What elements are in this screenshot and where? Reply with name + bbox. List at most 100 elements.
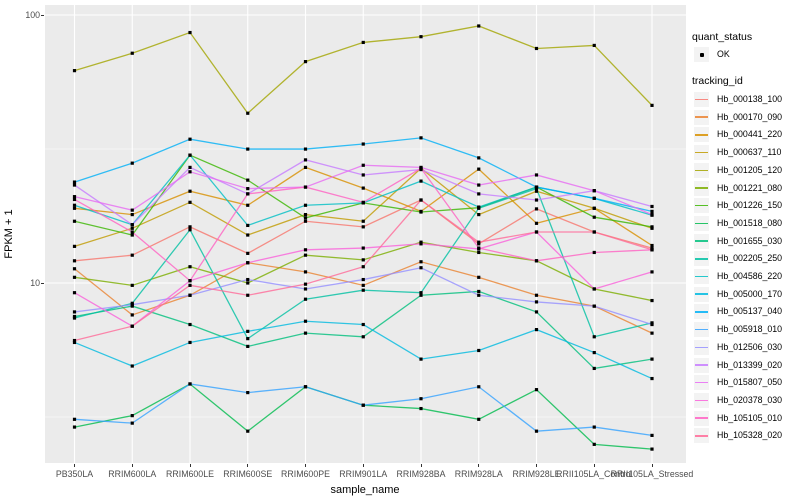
data-point — [419, 210, 423, 214]
legend-line-swatch — [695, 98, 708, 101]
data-point — [477, 192, 481, 196]
legend-key-Hb_005137_040 — [694, 304, 709, 320]
legend-key-Hb_000138_100 — [694, 92, 709, 107]
data-point — [188, 189, 192, 193]
x-tick-label: RRIM901LA — [339, 469, 388, 479]
x-tick-label: RRII105LA_Stressed — [610, 469, 694, 479]
data-point — [592, 43, 596, 48]
data-point — [534, 259, 539, 263]
y-tick-label: 100 — [25, 10, 40, 20]
legend-key-Hb_105105_010 — [694, 410, 709, 426]
data-point — [72, 267, 77, 271]
data-point — [592, 442, 596, 446]
legend-label-Hb_015807_050: Hb_015807_050 — [717, 377, 783, 388]
x-tick-label: RRIM600SE — [223, 469, 273, 479]
x-tick-mark — [247, 463, 249, 467]
legend-key-Hb_001655_030 — [694, 233, 709, 249]
legend-line-swatch — [695, 381, 708, 384]
legend-label-Hb_000170_090: Hb_000170_090 — [717, 111, 783, 122]
data-point — [72, 206, 77, 210]
data-point — [361, 277, 365, 282]
x-tick-label: RRIM928LE — [512, 469, 561, 479]
legend-label-Hb_001655_030: Hb_001655_030 — [717, 235, 783, 246]
data-point — [650, 212, 654, 217]
data-point — [477, 242, 481, 246]
legend-line-swatch — [695, 151, 708, 154]
x-tick-label: RRIM600LA — [108, 469, 157, 479]
data-point — [246, 203, 250, 207]
data-point — [130, 51, 134, 55]
data-point — [72, 338, 77, 343]
data-point — [303, 212, 308, 217]
x-tick-mark — [478, 463, 480, 467]
data-point — [303, 385, 308, 389]
legend-label-Hb_000138_100: Hb_000138_100 — [717, 94, 783, 104]
data-point — [130, 212, 134, 217]
data-point — [477, 24, 481, 28]
data-point — [477, 293, 481, 297]
data-point — [534, 198, 539, 202]
data-point — [303, 185, 308, 189]
data-point — [650, 447, 654, 451]
data-point — [534, 310, 539, 314]
data-point — [246, 344, 250, 349]
data-point — [361, 283, 365, 287]
legend-key-Hb_000170_090 — [694, 109, 709, 125]
data-point — [188, 165, 192, 169]
data-point — [477, 385, 481, 389]
data-point — [477, 348, 481, 353]
data-point — [650, 357, 654, 361]
data-point — [650, 331, 654, 335]
legend-key-Hb_015807_050 — [694, 375, 709, 391]
data-point — [72, 291, 77, 295]
data-point — [361, 335, 365, 339]
legend-line-swatch — [695, 258, 708, 260]
data-point — [534, 221, 539, 225]
legend-line-swatch — [695, 169, 708, 172]
legend-label-Hb_000441_220: Hb_000441_220 — [717, 129, 783, 140]
legend-key-Hb_001221_080 — [694, 180, 709, 196]
data-point — [303, 216, 308, 220]
legend-line-swatch — [695, 435, 708, 437]
data-point — [188, 279, 192, 283]
data-point — [650, 298, 654, 303]
data-point — [650, 204, 654, 209]
data-point — [534, 207, 539, 211]
data-point — [592, 304, 596, 308]
data-point — [188, 322, 192, 327]
data-point — [650, 103, 654, 107]
data-point — [72, 244, 77, 248]
data-point — [72, 425, 77, 429]
x-tick-label: RRII105LA_Control — [556, 469, 633, 479]
x-tick-mark — [651, 463, 653, 467]
x-tick-mark — [593, 463, 595, 467]
data-point — [72, 197, 77, 202]
data-point — [534, 328, 539, 332]
data-point — [419, 293, 423, 297]
legend-label-Hb_001221_080: Hb_001221_080 — [717, 182, 783, 193]
data-point — [246, 223, 250, 228]
x-tick-label: RRIM928LA — [454, 469, 503, 479]
data-point — [303, 158, 308, 162]
data-point — [361, 40, 365, 45]
legend-line-swatch — [695, 328, 708, 331]
legend-key-quant-ok — [694, 47, 709, 62]
data-point — [303, 60, 308, 64]
data-point — [303, 203, 308, 207]
data-point — [361, 246, 365, 250]
data-point — [419, 357, 423, 361]
data-point — [592, 425, 596, 429]
data-point — [303, 147, 308, 151]
data-point — [650, 209, 654, 213]
y-axis-title: FPKM + 1 — [3, 209, 15, 259]
legend-label-Hb_001518_080: Hb_001518_080 — [717, 217, 783, 228]
legend-label-Hb_001205_120: Hb_001205_120 — [717, 164, 783, 175]
data-point — [303, 165, 308, 169]
data-point — [477, 167, 481, 171]
data-point — [534, 388, 539, 392]
data-point — [592, 366, 596, 371]
data-point — [477, 183, 481, 187]
data-point — [130, 414, 134, 418]
data-point — [419, 260, 423, 264]
